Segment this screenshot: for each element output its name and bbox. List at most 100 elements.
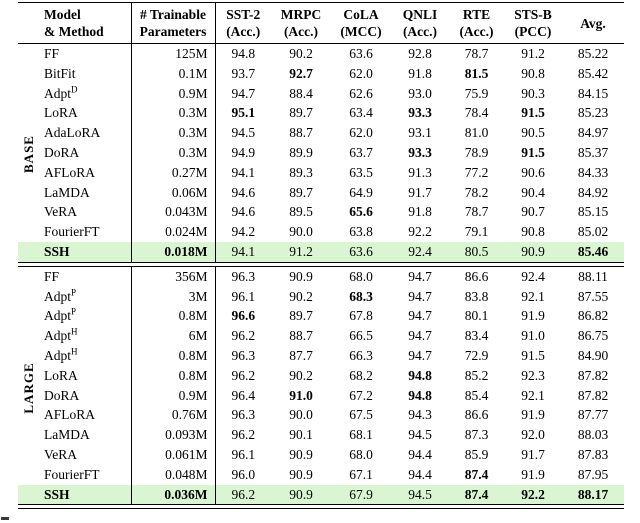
value-cell-cola: 67.1: [349, 466, 373, 482]
section-gutter-cell: [18, 326, 42, 346]
table-row-large-vera: VeRA 0.061M 96.1 90.9 68.0 94.4 85.9 91.7 87.83: [18, 444, 624, 465]
section-gutter-cell: [18, 425, 42, 445]
params-cell: 0.8M: [131, 365, 216, 386]
params-cell: 0.093M: [131, 425, 216, 445]
value-cell-qnli: 94.3: [408, 407, 432, 423]
value-cell-qnli: 92.2: [408, 224, 432, 240]
value-cell-rte: 77.2: [464, 164, 489, 180]
column-header-rte: RTE (Acc.): [459, 7, 494, 39]
params-cell: 0.27M: [131, 162, 216, 183]
params-cell: 0.76M: [131, 405, 216, 426]
method-cell: FourierFT: [42, 222, 132, 242]
method-cell: FF: [42, 43, 132, 64]
value-cell-rte: 85.9: [464, 446, 489, 462]
method-cell: LoRA: [42, 365, 132, 386]
table-row-base-fourierft: FourierFT 0.024M 94.2 90.0 63.8 92.2 79.1 90.8 8…: [18, 222, 624, 242]
value-cell-cola: 67.8: [349, 308, 373, 324]
value-cell-stsb: 90.4: [521, 184, 545, 200]
value-cell-rte: 86.6: [464, 407, 489, 423]
value-cell-cola: 67.9: [331, 484, 391, 505]
value-cell-rte: 78.7: [464, 46, 489, 61]
results-table: Model & Method # Trainable Parameters SST-2(…: [18, 2, 624, 510]
method-cell: LoRA: [42, 103, 132, 124]
value-cell-rte: 86.6: [464, 268, 489, 284]
value-cell-qnli: 92.8: [408, 46, 432, 61]
value-cell-qnli: 94.7: [408, 328, 432, 344]
method-cell: AdptH: [42, 345, 132, 366]
params-cell: 0.8M: [131, 306, 216, 327]
value-cell-mrpc: 91.0: [289, 387, 313, 403]
value-cell-rte: 85.4: [464, 387, 489, 403]
method-cell: VeRA: [42, 444, 132, 465]
value-cell-mrpc: 90.2: [289, 46, 313, 61]
value-cell-avg: 84.97: [577, 125, 609, 141]
value-cell-stsb: 92.1: [521, 387, 545, 403]
method-cell: BitFit: [42, 63, 132, 84]
value-cell-rte: 75.9: [464, 85, 489, 101]
value-cell-mrpc: 90.9: [289, 466, 313, 482]
cutoff-footnote-mark: [1, 517, 9, 520]
value-cell-stsb: 91.0: [521, 328, 545, 344]
value-cell-sst2: 96.0: [231, 466, 256, 482]
value-cell-mrpc: 89.7: [289, 105, 313, 121]
value-cell-sst2: 96.2: [231, 367, 256, 383]
value-cell-qnli: 91.8: [408, 204, 432, 220]
value-cell-qnli: 93.3: [408, 105, 432, 121]
value-cell-mrpc: 90.0: [289, 407, 313, 423]
value-cell-cola: 62.6: [349, 85, 373, 101]
value-cell-qnli: 94.8: [408, 367, 432, 383]
params-cell: 0.048M: [131, 464, 216, 485]
value-cell-rte: 78.2: [464, 184, 489, 200]
params-cell: 0.3M: [131, 123, 216, 143]
column-header-mrpc: MRPC (Acc.): [280, 7, 322, 39]
value-cell-avg: 84.90: [577, 347, 609, 363]
value-cell-mrpc: 90.2: [289, 288, 313, 304]
value-cell-stsb: 92.4: [521, 268, 545, 284]
value-cell-sst2: 96.2: [215, 484, 271, 505]
table-row-base-bitfit: BitFit 0.1M 93.7 92.7 62.0 91.8 81.5 90.8 85.42: [18, 63, 624, 84]
value-cell-mrpc: 89.3: [289, 164, 313, 180]
value-cell-cola: 62.0: [349, 125, 373, 141]
method-cell: AFLoRA: [42, 162, 132, 183]
method-cell: SSH: [42, 241, 132, 263]
value-cell-sst2: 94.2: [231, 224, 256, 240]
value-cell-stsb: 90.3: [521, 85, 545, 101]
value-cell-qnli: 92.4: [391, 241, 449, 263]
table-row-large-adpt: AdptH 6M 96.2 88.7 66.5 94.7 83.4 91.0 86.75: [18, 326, 624, 346]
value-cell-stsb: 91.9: [521, 308, 545, 324]
params-cell: 0.9M: [131, 83, 216, 104]
section-gutter-cell: [18, 484, 42, 505]
value-cell-sst2: 94.5: [231, 125, 256, 141]
value-cell-stsb: 91.9: [521, 466, 545, 482]
value-cell-avg: 85.37: [577, 144, 609, 160]
section-gutter-cell: [18, 241, 42, 263]
value-cell-avg: 85.23: [577, 105, 609, 121]
value-cell-mrpc: 89.7: [289, 184, 313, 200]
params-cell: 0.043M: [131, 202, 216, 223]
value-cell-cola: 68.1: [349, 427, 373, 443]
value-cell-rte: 83.4: [464, 328, 489, 344]
table-row-base-dora: DoRA 0.3M 94.9 89.9 63.7 93.3 78.9 91.5 85.37: [18, 142, 624, 163]
value-cell-qnli: 94.4: [408, 466, 432, 482]
value-cell-sst2: 94.7: [231, 85, 256, 101]
table-row-large-ff: FF 356M 96.3 90.9 68.0 94.7 86.6 92.4 88.11: [18, 266, 624, 287]
value-cell-mrpc: 90.9: [271, 484, 331, 505]
value-cell-avg: 88.11: [578, 268, 608, 284]
value-cell-cola: 63.8: [349, 224, 373, 240]
column-header-qnli: QNLI (Acc.): [402, 7, 438, 39]
section-gutter-cell: [18, 103, 42, 123]
method-cell: DoRA: [42, 142, 132, 163]
value-cell-sst2: 96.6: [231, 308, 256, 324]
value-cell-avg: 88.03: [577, 427, 609, 443]
results-table-wrapper: Model & Method # Trainable Parameters SST-2(…: [18, 2, 624, 510]
value-cell-cola: 68.3: [349, 288, 373, 304]
value-cell-stsb: 90.8: [521, 224, 545, 240]
value-cell-cola: 66.3: [349, 347, 373, 363]
params-cell: 125M: [131, 43, 216, 64]
section-label-base: BASE: [21, 135, 36, 173]
value-cell-rte: 78.9: [464, 144, 489, 160]
value-cell-sst2: 94.8: [231, 46, 256, 61]
value-cell-sst2: 94.6: [231, 204, 256, 220]
method-cell: LaMDA: [42, 425, 132, 445]
value-cell-qnli: 94.8: [408, 387, 432, 403]
